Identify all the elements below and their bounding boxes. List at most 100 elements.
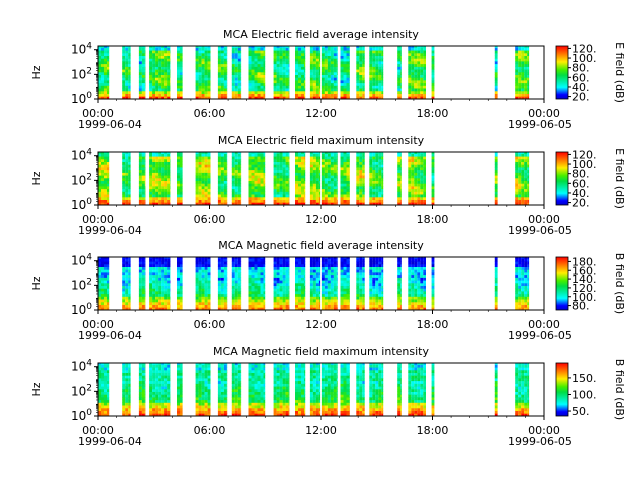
spectrogram-cell <box>251 196 255 200</box>
spectrogram-cell <box>369 152 373 154</box>
spectrogram-cell <box>254 156 258 160</box>
spectrogram-cell <box>288 299 290 303</box>
spectrogram-cell <box>333 164 337 168</box>
spectrogram-cell <box>204 269 208 273</box>
spectrogram-cell <box>251 257 255 259</box>
spectrogram-cell <box>400 69 402 73</box>
spectrogram-cell <box>288 272 290 276</box>
spectrogram-cell <box>138 180 142 184</box>
spectrogram-cell <box>327 172 331 176</box>
spectrogram-cell <box>122 291 126 295</box>
spectrogram-cell <box>521 153 525 157</box>
spectrogram-cell <box>304 80 306 84</box>
spectrogram-cell <box>397 90 401 94</box>
spectrogram-cell <box>346 50 350 54</box>
spectrogram-cell <box>158 266 162 270</box>
spectrogram-cell <box>152 61 156 65</box>
spectrogram-cell <box>251 194 255 198</box>
spectrogram-cell <box>276 258 280 262</box>
spectrogram-cell <box>515 52 519 56</box>
spectrogram-cell <box>327 52 331 56</box>
spectrogram-cell <box>362 96 365 100</box>
spectrogram-cell <box>158 180 162 184</box>
spectrogram-cell <box>356 258 360 262</box>
spectrogram-cell <box>408 80 412 84</box>
spectrogram-cell <box>144 172 146 176</box>
spectrogram-cell <box>369 285 373 289</box>
spectrogram-cell <box>343 93 347 97</box>
spectrogram-cell <box>324 77 328 81</box>
spectrogram-cell <box>315 266 319 270</box>
spectrogram-cell <box>167 69 171 73</box>
spectrogram-cell <box>408 194 412 198</box>
spectrogram-cell <box>158 296 162 300</box>
spectrogram-cell <box>414 202 418 206</box>
spectrogram-cell <box>217 158 221 162</box>
spectrogram-cell <box>251 167 255 171</box>
spectrogram-cell <box>104 188 107 192</box>
spectrogram-cell <box>217 199 221 203</box>
spectrogram-cell <box>312 152 316 154</box>
spectrogram-cell <box>198 80 202 84</box>
spectrogram-cell <box>333 196 337 200</box>
spectrogram-cell <box>369 299 373 303</box>
spectrogram-cell <box>420 188 424 192</box>
spectrogram-cell <box>321 285 325 289</box>
spectrogram-cell <box>125 167 129 171</box>
spectrogram-cell <box>359 301 363 305</box>
spectrogram-cell <box>204 80 208 84</box>
spectrogram-cell <box>369 153 373 157</box>
spectrogram-cell <box>333 296 337 300</box>
spectrogram-cell <box>356 293 360 297</box>
spectrogram-cell <box>155 285 159 289</box>
spectrogram-cell <box>164 301 168 305</box>
spectrogram-cell <box>101 274 104 278</box>
spectrogram-cell <box>527 88 530 92</box>
spectrogram-cell <box>304 272 306 276</box>
spectrogram-cell <box>340 186 344 190</box>
spectrogram-cell <box>155 257 159 259</box>
spectrogram-cell <box>155 299 159 303</box>
spectrogram-cell <box>423 52 426 56</box>
spectrogram-cell <box>333 169 337 173</box>
spectrogram-cell <box>285 77 289 81</box>
spectrogram-cell <box>298 169 301 173</box>
spectrogram-cell <box>248 96 252 100</box>
spectrogram-cell <box>217 293 221 297</box>
spectrogram-cell <box>295 261 298 265</box>
spectrogram-cell <box>336 299 338 303</box>
spectrogram-cell <box>324 158 328 162</box>
spectrogram-cell <box>336 52 338 56</box>
spectrogram-cell <box>431 177 435 181</box>
spectrogram-cell <box>324 293 328 297</box>
spectrogram-cell <box>195 180 199 184</box>
spectrogram-cell <box>356 285 360 289</box>
spectrogram-cell <box>217 258 221 262</box>
spectrogram-cell <box>177 66 180 70</box>
spectrogram-cell <box>167 291 171 295</box>
spectrogram-cell <box>279 199 283 203</box>
spectrogram-cell <box>201 85 205 89</box>
spectrogram-cell <box>423 158 426 162</box>
colorbar-tick-label: 60. <box>572 71 590 84</box>
spectrogram-cell <box>207 285 211 289</box>
spectrogram-cell <box>276 177 280 181</box>
spectrogram-cell <box>417 191 421 195</box>
spectrogram-cell <box>282 202 286 206</box>
spectrogram-cell <box>234 69 238 73</box>
spectrogram-cell <box>220 61 224 65</box>
spectrogram-cell <box>234 196 238 200</box>
spectrogram-cell <box>152 288 156 292</box>
spectrogram-cell <box>423 172 426 176</box>
spectrogram-cell <box>257 301 261 305</box>
spectrogram-cell <box>381 55 384 59</box>
spectrogram-cell <box>231 52 235 56</box>
spectrogram-cell <box>152 261 156 265</box>
spectrogram-cell <box>397 175 401 179</box>
spectrogram-cell <box>372 66 376 70</box>
spectrogram-cell <box>248 282 252 286</box>
spectrogram-cell <box>411 161 415 165</box>
spectrogram-cell <box>231 293 235 297</box>
spectrogram-cell <box>195 156 199 160</box>
spectrogram-cell <box>312 61 316 65</box>
